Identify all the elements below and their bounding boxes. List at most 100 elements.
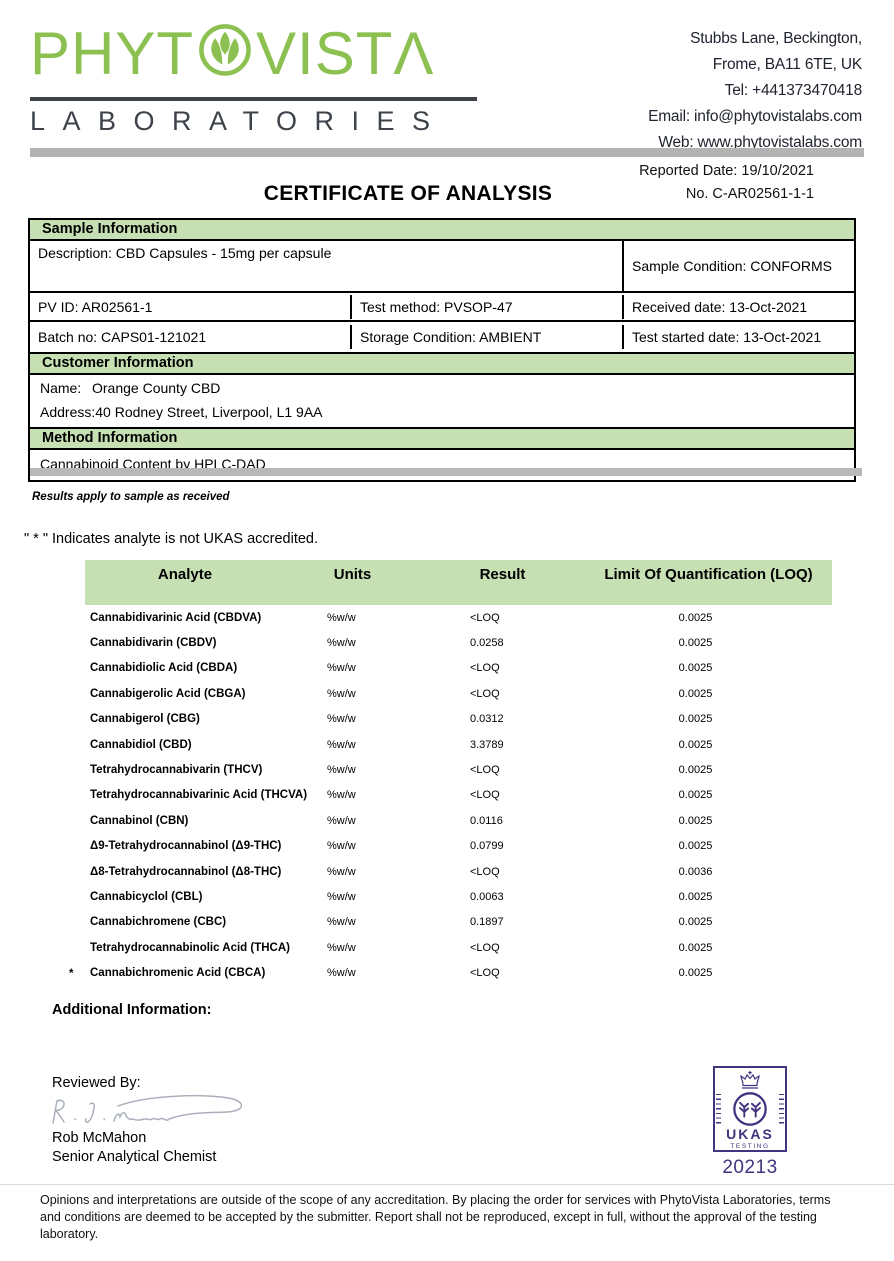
address-line-2: Frome, BA11 6TE, UK — [712, 56, 862, 73]
analyte-name: Cannabinol (CBN) — [90, 814, 189, 827]
logo-subtitle: LABORATORIES — [30, 106, 448, 136]
email: Email: info@phytovistalabs.com — [648, 108, 862, 125]
table-row: Cannabigerol (CBG) %w/w 0.0312 0.0025 — [85, 707, 832, 732]
analyte-result: 0.0312 — [470, 713, 504, 726]
analyte-units: %w/w — [327, 941, 356, 954]
table-row: Cannabinol (CBN) %w/w 0.0116 0.0025 — [85, 808, 832, 833]
table-row: Description: CBD Capsules - 15mg per cap… — [30, 241, 854, 291]
analyte-result: <LOQ — [470, 865, 500, 878]
results-table-header: Analyte Units Result Limit Of Quantifica… — [85, 560, 832, 605]
analyte-loq: 0.0025 — [678, 840, 713, 853]
section-method-information: Method Information — [30, 427, 854, 450]
accreditation-note: " * " Indicates analyte is not UKAS accr… — [24, 531, 319, 547]
analyte-name: Δ8-Tetrahydrocannabinol (Δ8-THC) — [90, 865, 282, 878]
leaf-circle-icon — [196, 20, 254, 88]
footer-divider — [0, 1184, 894, 1185]
results-apply-note: Results apply to sample as received — [32, 491, 230, 503]
logo-wordmark: PHYT VIST Λ — [30, 20, 482, 88]
contact-block: Stubbs Lane, Beckington, Frome, BA11 6TE… — [648, 26, 862, 156]
analyte-units: %w/w — [327, 840, 356, 853]
col-result: Result — [479, 566, 526, 583]
table-row: Tetrahydrocannabivarinic Acid (THCVA) %w/… — [85, 783, 832, 808]
header-divider — [30, 148, 864, 157]
analyte-result: <LOQ — [470, 967, 500, 980]
review-block: Reviewed By: Rob McMahon Senior Analytic… — [52, 1074, 256, 1167]
analyte-units: %w/w — [327, 713, 356, 726]
section-divider — [30, 468, 862, 476]
analyte-name: Tetrahydrocannabivarin (THCV) — [90, 764, 263, 777]
website: Web: www.phytovistalabs.com — [658, 134, 862, 151]
analyte-name: Cannabidiol (CBD) — [90, 738, 192, 751]
table-row: Cannabichromene (CBC) %w/w 0.1897 0.0025 — [85, 910, 832, 935]
reviewer-name: Rob McMahon — [52, 1130, 147, 1146]
ukas-number: 20213 — [722, 1157, 778, 1178]
col-units: Units — [333, 566, 372, 583]
table-row: * Cannabichromenic Acid (CBCA) %w/w <LOQ 0.0… — [69, 960, 832, 985]
analyte-units: %w/w — [327, 789, 356, 802]
table-row: Tetrahydrocannabinolic Acid (THCA) %w/w <L… — [85, 935, 832, 960]
ukas-ticks-right — [779, 1094, 784, 1127]
analyte-loq: 0.0025 — [678, 611, 713, 624]
analyte-units: %w/w — [327, 637, 356, 650]
sample-description: Description: CBD Capsules - 15mg per cap… — [38, 245, 332, 261]
analyte-result: <LOQ — [470, 941, 500, 954]
analyte-name: Cannabigerolic Acid (CBGA) — [90, 687, 246, 700]
analyte-name: Cannabidiolic Acid (CBDA) — [90, 662, 238, 675]
table-row: Δ9-Tetrahydrocannabinol (Δ9-THC) %w/w 0.07… — [85, 834, 832, 859]
info-table: Sample Information Description: CBD Caps… — [28, 218, 856, 482]
header: PHYT VIST Λ LABORATORIES Stubbs Lane, Beck… — [30, 20, 862, 156]
section-customer-information: Customer Information — [30, 352, 854, 375]
table-row: PV ID: AR02561-1 Test method: PVSOP-47 R… — [30, 291, 854, 320]
analyte-name: Cannabigerol (CBG) — [90, 713, 200, 726]
customer-name-row: Name: Orange County CBD — [30, 375, 854, 403]
analyte-result: 0.0063 — [470, 890, 504, 903]
analyte-units: %w/w — [327, 890, 356, 903]
analyte-name: Tetrahydrocannabivarinic Acid (THCVA) — [90, 789, 308, 802]
analyte-units: %w/w — [327, 662, 356, 675]
analyte-name: Cannabichromenic Acid (CBCA) — [90, 967, 266, 980]
analyte-loq: 0.0025 — [678, 662, 713, 675]
ukas-type: TESTING — [730, 1143, 770, 1150]
page-title: CERTIFICATE OF ANALYSIS — [263, 182, 553, 205]
analyte-name: Cannabichromene (CBC) — [90, 916, 227, 929]
table-row: Cannabidivarinic Acid (CBDVA) %w/w <LOQ 0.0… — [85, 605, 832, 630]
analyte-result: <LOQ — [470, 662, 500, 675]
analyte-loq: 0.0025 — [678, 713, 713, 726]
analyte-name: Tetrahydrocannabinolic Acid (THCA) — [90, 941, 290, 954]
analyte-name: Cannabidivarinic Acid (CBDVA) — [90, 611, 262, 624]
analyte-loq: 0.0025 — [678, 738, 713, 751]
test-started-date: Test started date: 13-Oct-2021 — [622, 325, 854, 349]
analyte-result: <LOQ — [470, 764, 500, 777]
table-row: Δ8-Tetrahydrocannabinol (Δ8-THC) %w/w <LOQ… — [85, 859, 832, 884]
additional-information-label: Additional Information: — [52, 1002, 212, 1018]
analyte-loq: 0.0025 — [678, 941, 713, 954]
analyte-units: %w/w — [327, 814, 356, 827]
certificate-number: No. C-AR02561-1-1 — [685, 186, 814, 202]
analyte-loq: 0.0025 — [678, 916, 713, 929]
analyte-name: Cannabicyclol (CBL) — [90, 890, 203, 903]
ukas-figures-icon — [733, 1092, 767, 1126]
analyte-result: 3.3789 — [470, 738, 504, 751]
ukas-ticks-left — [716, 1094, 721, 1127]
pv-id: PV ID: AR02561-1 — [38, 298, 153, 315]
analyte-loq: 0.0025 — [678, 764, 713, 777]
analyte-loq: 0.0036 — [678, 865, 713, 878]
analyte-units: %w/w — [327, 967, 356, 980]
results-table: Analyte Units Result Limit Of Quantifica… — [69, 560, 832, 986]
analyte-units: %w/w — [327, 916, 356, 929]
title-block: Reported Date: 19/10/2021 No. C-AR02561-… — [0, 158, 894, 216]
analyte-loq: 0.0025 — [678, 967, 713, 980]
analyte-loq: 0.0025 — [678, 814, 713, 827]
ukas-box: UKAS TESTING — [713, 1066, 787, 1152]
sample-condition: Sample Condition: CONFORMS — [622, 241, 854, 291]
storage-condition: Storage Condition: AMBIENT — [350, 325, 622, 349]
table-row: Cannabigerolic Acid (CBGA) %w/w <LOQ 0.0025 — [85, 681, 832, 706]
analyte-result: 0.0799 — [470, 840, 504, 853]
batch-no: Batch no: CAPS01-121021 — [38, 329, 207, 345]
analyte-units: %w/w — [327, 865, 356, 878]
analyte-loq: 0.0025 — [678, 789, 713, 802]
phone: Tel: +441373470418 — [724, 82, 863, 99]
col-analyte: Analyte — [157, 566, 213, 583]
reviewer-title: Senior Analytical Chemist — [52, 1149, 217, 1165]
